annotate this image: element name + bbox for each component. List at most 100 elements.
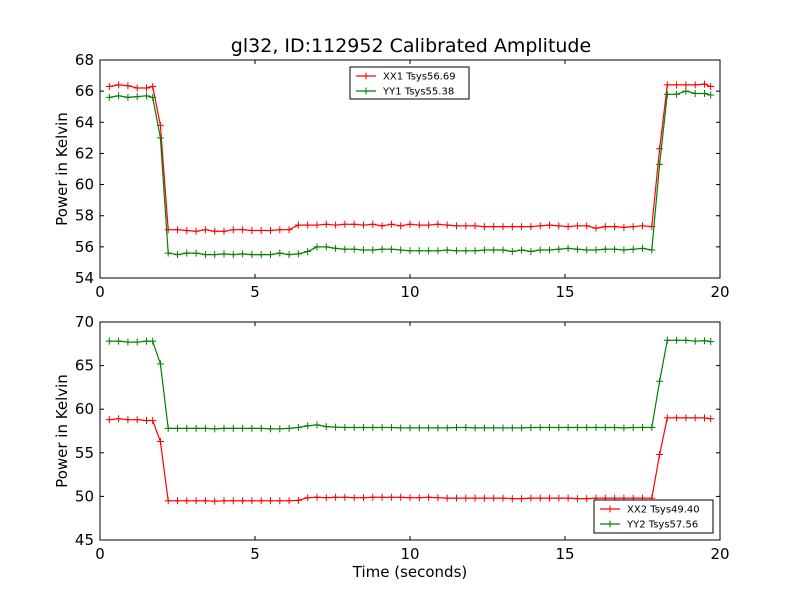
data-point [471,222,479,230]
data-point [629,245,637,253]
data-point [143,92,150,100]
data-point [573,222,581,230]
data-point [508,495,516,503]
x-tick-label: 20 [710,545,729,563]
data-point [257,227,265,235]
data-point [211,497,219,505]
data-point [248,251,256,259]
data-point [592,246,600,254]
data-point [378,493,386,501]
data-point [406,424,414,432]
y-tick-label: 68 [75,51,94,69]
y-tick-label: 64 [75,113,94,131]
data-point [322,243,330,251]
data-point [490,424,498,432]
data-point [156,134,164,142]
data-point [453,247,460,255]
data-point [105,416,113,424]
data-point [499,494,507,502]
data-point [673,81,681,89]
y-tick-label: 66 [75,82,94,100]
data-point [629,424,637,432]
data-point [304,494,312,502]
data-point [462,247,470,255]
data-point [415,247,423,255]
data-point [322,423,330,431]
data-point [201,226,209,234]
data-point [518,223,526,231]
y-axis-label: Power in Kelvin [53,112,71,226]
data-point [174,226,181,234]
data-point [276,249,284,257]
data-point [124,82,132,90]
top-panel: 0 5 10 15 20 54 56 58 60 62 64 66 68 Power in Kelvin X… [53,51,730,301]
data-point [124,416,132,424]
x-tick-label: 5 [250,283,260,301]
data-point [133,93,141,101]
data-point [536,222,544,230]
data-point [443,246,451,254]
data-point [387,493,395,501]
data-point [248,424,256,432]
data-point [397,246,405,254]
data-point [285,251,293,259]
data-point [527,424,535,432]
y-tick-label: 65 [75,357,94,375]
data-point [229,424,237,432]
data-point [115,337,123,345]
data-point [546,221,553,229]
data-point [508,223,516,231]
data-point [276,425,284,433]
data-point [434,424,442,432]
data-point [682,414,690,422]
data-point [115,415,123,423]
data-point [425,424,433,432]
y-tick-label: 55 [75,444,94,462]
data-point [220,497,228,505]
data-point [673,90,681,98]
data-point [183,249,191,257]
data-point [174,497,181,505]
y-tick-label: 56 [75,238,94,256]
y-tick-label: 45 [75,531,94,549]
data-point [294,221,302,229]
legend-label: XX2 Tsys49.40 [627,505,700,516]
series-line [109,90,711,256]
data-point [434,494,442,502]
legend-marker [606,520,614,528]
data-point [601,424,609,432]
data-point [164,249,172,257]
data-point [546,246,553,254]
legend-label: XX1 Tsys56.69 [383,72,456,83]
data-point [639,222,646,230]
data-point [471,247,479,255]
x-tick-label: 0 [95,283,105,301]
data-point [183,227,191,235]
data-point [322,220,330,228]
data-point [369,493,377,501]
data-point [425,493,433,501]
data-point [546,494,553,502]
data-point [434,247,442,255]
data-point [211,425,219,433]
data-point [341,493,349,501]
data-point [682,87,690,95]
x-tick-label: 20 [710,283,729,301]
data-point [174,424,181,432]
data-point [183,497,191,505]
data-point [313,221,321,229]
data-point [518,424,526,432]
data-point [211,251,219,259]
data-point [149,82,157,90]
data-point [285,424,293,432]
data-point [369,424,377,432]
data-point [220,250,228,258]
data-point [639,244,646,252]
y-tick-label: 50 [75,487,94,505]
legend-label: YY1 Tsys55.38 [382,87,454,98]
data-point [397,424,405,432]
series-line [109,83,711,232]
data-point [257,251,265,259]
data-point [229,497,237,505]
data-point [462,222,470,230]
